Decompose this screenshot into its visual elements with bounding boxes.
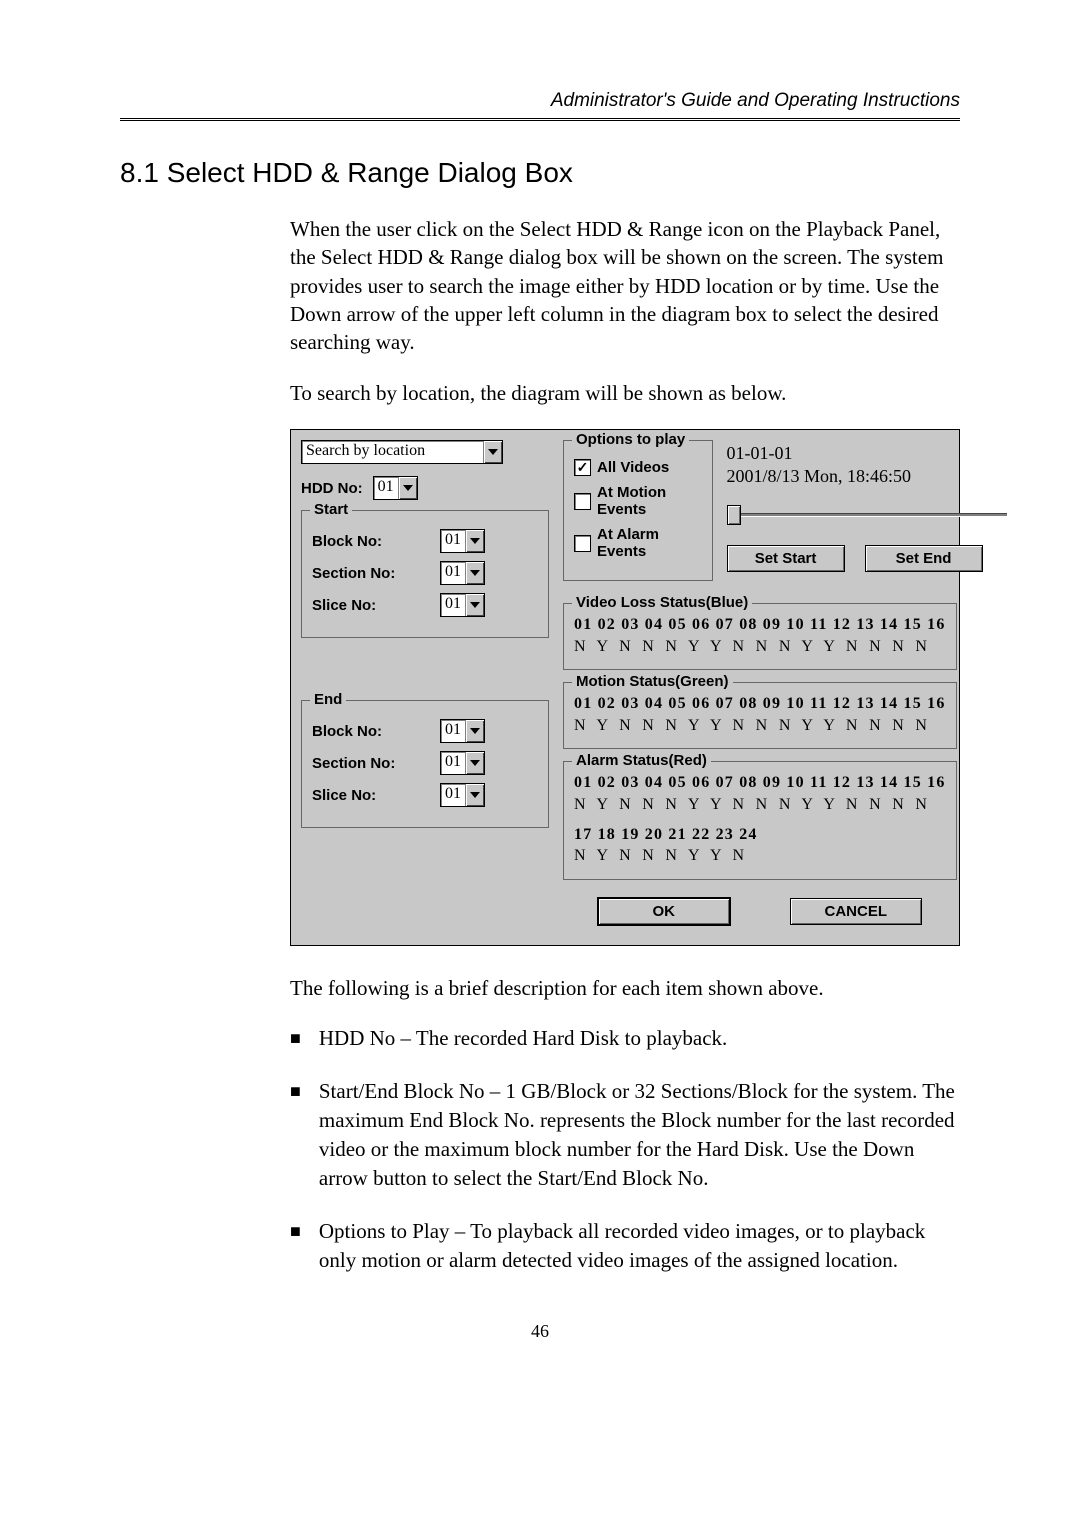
set-end-button[interactable]: Set End bbox=[865, 545, 983, 572]
select-hdd-range-dialog: Search by location HDD No: 01 Start Bloc… bbox=[290, 429, 960, 946]
start-legend: Start bbox=[310, 501, 352, 518]
time-area: 01-01-01 2001/8/13 Mon, 18:46:50 Set Sta… bbox=[727, 440, 957, 593]
intro-paragraph-1: When the user click on the Select HDD & … bbox=[290, 215, 960, 357]
at-alarm-label: At Alarm Events bbox=[597, 526, 702, 560]
options-legend: Options to play bbox=[572, 431, 689, 448]
bullet-text: Options to Play – To playback all record… bbox=[319, 1217, 960, 1275]
bullet-text: HDD No – The recorded Hard Disk to playb… bbox=[319, 1024, 727, 1053]
start-slice-value: 01 bbox=[441, 594, 465, 616]
start-fieldset: Start Block No: 01 Section No: 01 bbox=[301, 510, 549, 638]
running-head: Administrator's Guide and Operating Inst… bbox=[120, 90, 960, 112]
header-rule bbox=[120, 118, 960, 121]
end-block-label: Block No: bbox=[312, 723, 432, 740]
motion-values-row: N Y N N N Y Y N N N Y Y N N N N bbox=[574, 715, 946, 737]
time-line-2: 2001/8/13 Mon, 18:46:50 bbox=[727, 465, 912, 488]
checkbox-icon[interactable] bbox=[574, 493, 591, 510]
slider-thumb-icon[interactable] bbox=[727, 505, 741, 525]
chevron-down-icon[interactable] bbox=[465, 530, 484, 552]
checkbox-icon[interactable] bbox=[574, 535, 591, 552]
ok-button[interactable]: OK bbox=[598, 898, 730, 925]
chevron-down-icon[interactable] bbox=[465, 784, 484, 806]
start-block-value: 01 bbox=[441, 530, 465, 552]
alarm-header-row-1: 01 02 03 04 05 06 07 08 09 10 11 12 13 1… bbox=[574, 772, 946, 794]
page-number: 46 bbox=[120, 1321, 960, 1342]
intro-paragraph-2: To search by location, the diagram will … bbox=[290, 379, 960, 407]
bullet-icon: ■ bbox=[290, 1217, 301, 1275]
following-text: The following is a brief description for… bbox=[290, 974, 960, 1002]
alarm-values-row-1: N Y N N N Y Y N N N Y Y N N N N bbox=[574, 794, 946, 816]
list-item: ■ HDD No – The recorded Hard Disk to pla… bbox=[290, 1024, 960, 1053]
start-section-combo[interactable]: 01 bbox=[440, 561, 485, 585]
at-alarm-option[interactable]: At Alarm Events bbox=[574, 526, 702, 560]
alarm-header-row-2: 17 18 19 20 21 22 23 24 bbox=[574, 824, 946, 846]
motion-legend: Motion Status(Green) bbox=[572, 673, 733, 690]
start-block-combo[interactable]: 01 bbox=[440, 529, 485, 553]
start-section-label: Section No: bbox=[312, 565, 432, 582]
video-loss-status-fieldset: Video Loss Status(Blue) 01 02 03 04 05 0… bbox=[563, 603, 957, 670]
hdd-no-combo[interactable]: 01 bbox=[373, 476, 418, 500]
end-slice-combo[interactable]: 01 bbox=[440, 783, 485, 807]
start-block-label: Block No: bbox=[312, 533, 432, 550]
time-line-1: 01-01-01 bbox=[727, 442, 912, 465]
bullet-icon: ■ bbox=[290, 1077, 301, 1193]
end-slice-label: Slice No: bbox=[312, 787, 432, 804]
end-slice-value: 01 bbox=[441, 784, 465, 806]
set-start-button[interactable]: Set Start bbox=[727, 545, 845, 572]
list-item: ■ Start/End Block No – 1 GB/Block or 32 … bbox=[290, 1077, 960, 1193]
alarm-values-row-2: N Y N N N Y Y N bbox=[574, 845, 946, 867]
chevron-down-icon[interactable] bbox=[398, 477, 417, 499]
end-section-label: Section No: bbox=[312, 755, 432, 772]
time-slider[interactable] bbox=[727, 505, 1007, 523]
options-fieldset: Options to play All Videos At Motion Eve… bbox=[563, 440, 713, 581]
vloss-header-row: 01 02 03 04 05 06 07 08 09 10 11 12 13 1… bbox=[574, 614, 946, 636]
end-legend: End bbox=[310, 691, 346, 708]
motion-status-fieldset: Motion Status(Green) 01 02 03 04 05 06 0… bbox=[563, 682, 957, 749]
start-slice-label: Slice No: bbox=[312, 597, 432, 614]
bullet-icon: ■ bbox=[290, 1024, 301, 1053]
all-videos-label: All Videos bbox=[597, 459, 669, 476]
start-slice-combo[interactable]: 01 bbox=[440, 593, 485, 617]
all-videos-option[interactable]: All Videos bbox=[574, 459, 702, 476]
end-block-value: 01 bbox=[441, 720, 465, 742]
time-display: 01-01-01 2001/8/13 Mon, 18:46:50 bbox=[727, 442, 912, 489]
end-fieldset: End Block No: 01 Section No: 01 bbox=[301, 700, 549, 828]
section-title: 8.1 Select HDD & Range Dialog Box bbox=[120, 157, 960, 189]
video-loss-legend: Video Loss Status(Blue) bbox=[572, 594, 752, 611]
start-section-value: 01 bbox=[441, 562, 465, 584]
list-item: ■ Options to Play – To playback all reco… bbox=[290, 1217, 960, 1275]
alarm-status-fieldset: Alarm Status(Red) 01 02 03 04 05 06 07 0… bbox=[563, 761, 957, 879]
chevron-down-icon[interactable] bbox=[465, 720, 484, 742]
at-motion-option[interactable]: At Motion Events bbox=[574, 484, 702, 518]
search-mode-combo[interactable]: Search by location bbox=[301, 440, 503, 464]
chevron-down-icon[interactable] bbox=[465, 562, 484, 584]
at-motion-label: At Motion Events bbox=[597, 484, 702, 518]
end-section-value: 01 bbox=[441, 752, 465, 774]
chevron-down-icon[interactable] bbox=[465, 752, 484, 774]
motion-header-row: 01 02 03 04 05 06 07 08 09 10 11 12 13 1… bbox=[574, 693, 946, 715]
search-mode-value: Search by location bbox=[302, 441, 483, 463]
chevron-down-icon[interactable] bbox=[465, 594, 484, 616]
end-section-combo[interactable]: 01 bbox=[440, 751, 485, 775]
vloss-values-row: N Y N N N Y Y N N N Y Y N N N N bbox=[574, 636, 946, 658]
description-list: ■ HDD No – The recorded Hard Disk to pla… bbox=[290, 1024, 960, 1275]
bullet-text: Start/End Block No – 1 GB/Block or 32 Se… bbox=[319, 1077, 960, 1193]
checkbox-checked-icon[interactable] bbox=[574, 459, 591, 476]
end-block-combo[interactable]: 01 bbox=[440, 719, 485, 743]
alarm-legend: Alarm Status(Red) bbox=[572, 752, 711, 769]
hdd-no-label: HDD No: bbox=[301, 480, 363, 497]
hdd-no-value: 01 bbox=[374, 477, 398, 499]
chevron-down-icon[interactable] bbox=[483, 441, 502, 463]
cancel-button[interactable]: CANCEL bbox=[790, 898, 922, 925]
slider-track bbox=[727, 513, 1007, 516]
